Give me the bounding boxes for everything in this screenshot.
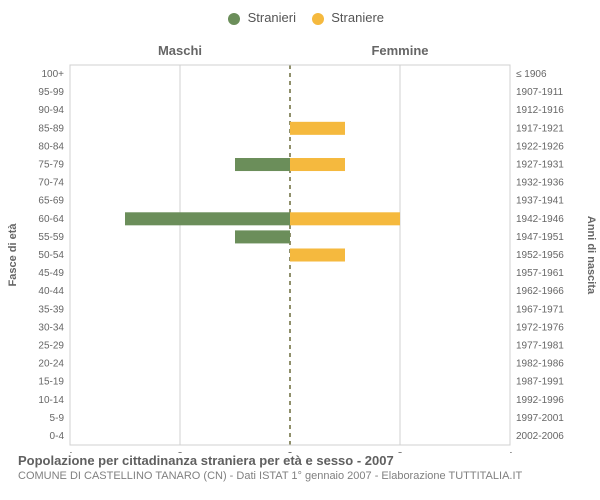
chart-title: Popolazione per cittadinanza straniera p… [18,453,600,468]
bar-male [235,158,290,171]
age-label: 0-4 [50,431,65,442]
birth-label: 1957-1961 [516,268,564,279]
age-label: 50-54 [38,250,64,261]
population-pyramid-chart: MaschiFemmine442200100+≤ 190695-991907-1… [0,25,600,453]
right-axis-title: Anni di nascita [585,216,597,295]
age-label: 90-94 [38,105,64,116]
age-label: 25-29 [38,340,64,351]
birth-label: 1927-1931 [516,160,564,171]
age-label: 60-64 [38,214,64,225]
age-label: 5-9 [50,413,65,424]
header-femmine: Femmine [371,43,428,58]
age-label: 35-39 [38,304,64,315]
age-label: 85-89 [38,123,64,134]
birth-label: 1967-1971 [516,304,564,315]
age-label: 15-19 [38,377,64,388]
legend: Stranieri Straniere [0,0,600,25]
birth-label: 1982-1986 [516,359,564,370]
birth-label: 1917-1921 [516,123,564,134]
age-label: 20-24 [38,359,64,370]
age-label: 70-74 [38,178,64,189]
birth-label: 1947-1951 [516,232,564,243]
x-tick: 2 [397,451,403,453]
age-label: 80-84 [38,141,64,152]
legend-dot-female [312,13,324,25]
chart-footer: Popolazione per cittadinanza straniera p… [0,453,600,482]
age-label: 10-14 [38,395,64,406]
age-label: 55-59 [38,232,64,243]
legend-dot-male [228,13,240,25]
birth-label: 1907-1911 [516,87,564,98]
bar-female [290,248,345,261]
legend-label-male: Stranieri [248,10,296,25]
age-label: 95-99 [38,87,64,98]
age-label: 40-44 [38,286,64,297]
bar-male [235,230,290,243]
birth-label: 1962-1966 [516,286,564,297]
age-label: 45-49 [38,268,64,279]
birth-label: 1912-1916 [516,105,564,116]
birth-label: 1937-1941 [516,196,564,207]
age-label: 30-34 [38,322,64,333]
legend-label-female: Straniere [331,10,384,25]
age-label: 100+ [41,69,64,80]
bar-male [125,212,290,225]
x-tick: 4 [507,451,513,453]
birth-label: 1932-1936 [516,178,564,189]
left-axis-title: Fasce di età [7,223,19,287]
birth-label: 1977-1981 [516,340,564,351]
birth-label: 1987-1991 [516,377,564,388]
birth-label: 1952-1956 [516,250,564,261]
birth-label: 1922-1926 [516,141,564,152]
birth-label: 2002-2006 [516,431,564,442]
birth-label: ≤ 1906 [516,69,547,80]
age-label: 75-79 [38,160,64,171]
bar-female [290,212,400,225]
header-maschi: Maschi [158,43,202,58]
birth-label: 1992-1996 [516,395,564,406]
birth-label: 1997-2001 [516,413,564,424]
age-label: 65-69 [38,196,64,207]
birth-label: 1972-1976 [516,322,564,333]
chart-subtitle: COMUNE DI CASTELLINO TANARO (CN) - Dati … [18,470,600,482]
birth-label: 1942-1946 [516,214,564,225]
bar-female [290,158,345,171]
bar-female [290,122,345,135]
